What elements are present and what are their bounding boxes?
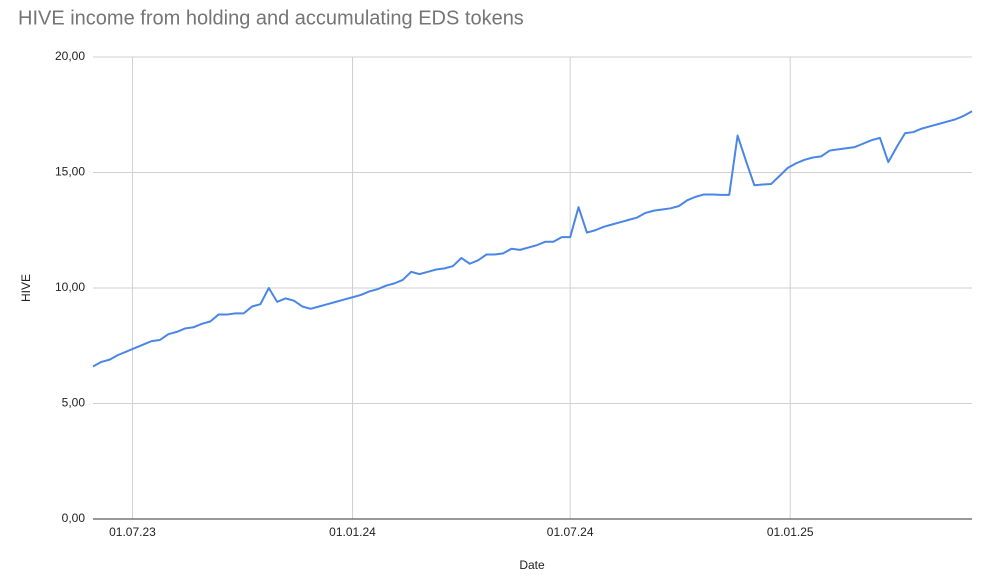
y-tick-label: 10,00 <box>55 280 85 294</box>
x-tick-label: 01.07.23 <box>109 525 156 539</box>
x-tick-label: 01.07.24 <box>547 525 594 539</box>
y-tick-label: 0,00 <box>62 511 86 525</box>
y-tick-label: 20,00 <box>55 49 85 63</box>
y-tick-label: 15,00 <box>55 165 85 179</box>
x-tick-label: 01.01.24 <box>329 525 376 539</box>
chart-title: HIVE income from holding and accumulatin… <box>18 7 524 29</box>
line-series <box>92 110 973 368</box>
x-axis-label: Date <box>519 558 545 572</box>
y-tick-label: 5,00 <box>62 396 86 410</box>
x-tick-label: 01.01.25 <box>767 525 814 539</box>
y-axis-label: HIVE <box>19 274 33 302</box>
